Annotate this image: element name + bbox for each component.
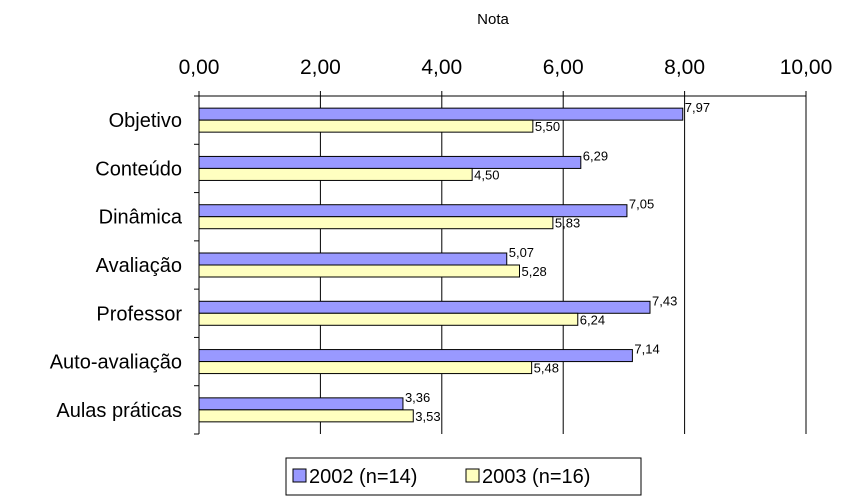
data-label: 7,97	[685, 100, 710, 115]
category-label: Dinâmica	[99, 207, 183, 229]
category-label: Objetivo	[109, 110, 182, 132]
bar	[198, 155, 582, 169]
bar	[198, 409, 414, 423]
x-tick-label: 8,00	[664, 56, 705, 79]
bar	[198, 119, 534, 133]
data-label: 5,07	[509, 245, 534, 260]
x-tick-label: 10,00	[780, 56, 833, 79]
bar	[198, 264, 520, 278]
data-label: 5,50	[535, 119, 560, 134]
bar	[198, 167, 473, 181]
bar	[198, 397, 404, 411]
data-label: 6,29	[583, 148, 608, 163]
x-axis-title: Nota	[477, 11, 509, 28]
category-label: Auto-avaliação	[50, 352, 182, 374]
category-labels: Objetivo Conteúdo Dinâmica Avaliação Profess…	[50, 110, 183, 422]
data-labels: 7,97 5,50 6,29 4,50 7,05 5,83 5,07 5,28 7,43 6,24…	[405, 100, 710, 424]
bar	[198, 107, 684, 121]
bar	[198, 361, 533, 375]
x-tick-label: 2,00	[300, 56, 341, 79]
legend-label-2002: 2002 (n=14)	[309, 466, 417, 488]
category-label: Avaliação	[96, 255, 182, 277]
x-tick-label: 0,00	[179, 56, 220, 79]
data-label: 4,50	[474, 167, 499, 182]
legend-swatch-2002	[292, 468, 307, 483]
data-label: 3,53	[415, 409, 440, 424]
x-tick-label: 6,00	[543, 56, 584, 79]
bars	[198, 107, 684, 423]
legend: 2002 (n=14) 2003 (n=16)	[285, 457, 642, 496]
bar	[198, 252, 508, 266]
x-tick-labels: 0,00 2,00 4,00 6,00 8,00 10,00	[179, 56, 833, 79]
data-label: 6,24	[580, 312, 605, 327]
axes	[194, 91, 807, 435]
data-label: 3,36	[405, 390, 430, 405]
legend-swatch-2003	[465, 468, 480, 483]
data-label: 5,83	[555, 216, 580, 231]
data-label: 7,05	[629, 197, 654, 212]
legend-frame	[285, 457, 642, 496]
data-label: 5,28	[521, 264, 546, 279]
category-label: Professor	[96, 303, 182, 325]
data-label: 7,14	[634, 342, 659, 357]
bar	[198, 312, 579, 326]
x-tick-label: 4,00	[421, 56, 462, 79]
category-label: Conteúdo	[95, 158, 182, 180]
bar	[198, 216, 554, 230]
bar	[198, 349, 633, 363]
category-label: Aulas práticas	[56, 400, 182, 422]
data-label: 5,48	[534, 361, 559, 376]
legend-label-2003: 2003 (n=16)	[482, 466, 590, 488]
data-label: 7,43	[652, 293, 677, 308]
gridlines	[319, 96, 807, 434]
